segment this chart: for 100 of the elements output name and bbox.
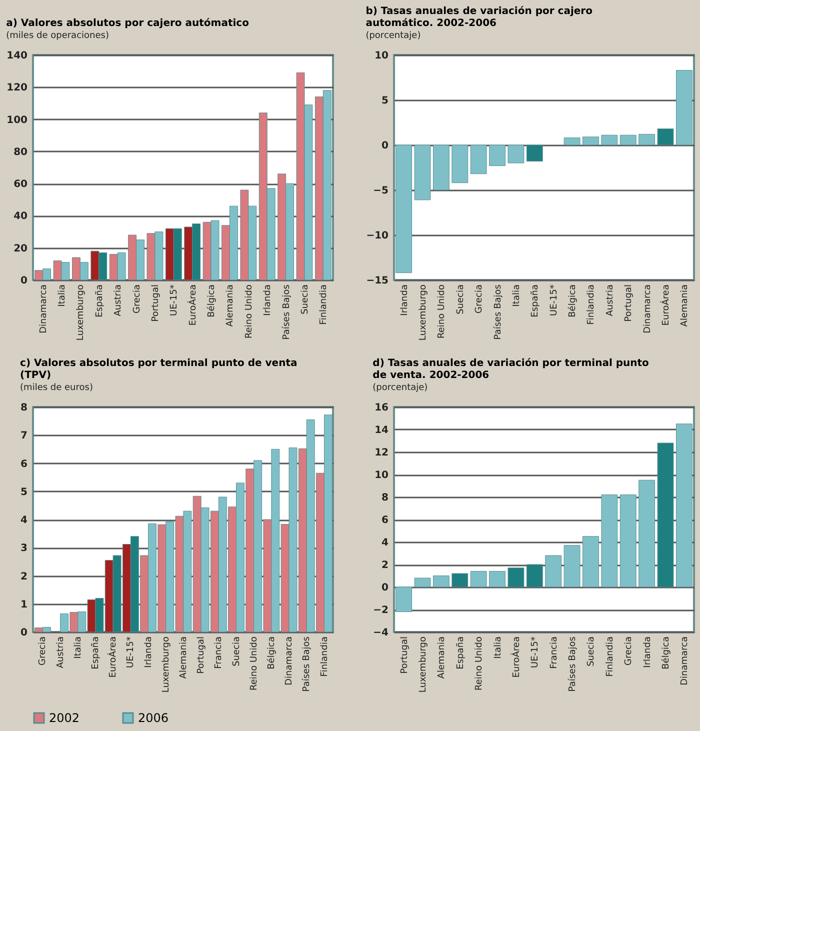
y-tick-label: 6	[20, 458, 28, 470]
x-tick-label: Portugal	[196, 636, 207, 674]
x-tick-label: EuroÁrea	[106, 636, 119, 678]
x-tick-label: Reino Unido	[249, 636, 260, 690]
y-tick-label: −10	[366, 230, 389, 242]
y-tick-label: 5	[382, 96, 389, 106]
bar	[545, 555, 562, 588]
y-tick-label: 20	[14, 243, 28, 254]
x-tick-label: UE-15*	[530, 636, 541, 668]
x-tick-label: Grecia	[624, 636, 634, 666]
x-tick-label: España	[456, 636, 466, 670]
x-tick-label: Austria	[56, 636, 66, 668]
x-tick-label: Reino Unido	[474, 636, 485, 690]
x-tick-label: Reino Unido	[437, 284, 448, 338]
y-tick-label: 0	[20, 276, 28, 286]
chart-title: b) Tasas anuales de variación por cajero automático. 2002-2006	[366, 6, 593, 29]
bar	[452, 144, 468, 184]
chart-subtitle: (miles de operaciones)	[6, 31, 109, 41]
x-tick-label: EuroÁrea	[659, 284, 672, 326]
x-tick-label: Irlanda	[642, 636, 653, 668]
y-tick-label: 7	[20, 430, 28, 442]
x-tick-label: Países Bajos	[280, 284, 292, 340]
x-tick-label: Suecia	[300, 284, 310, 314]
x-tick-label: Países Bajos	[567, 636, 578, 692]
y-tick-label: 0	[20, 628, 28, 638]
x-tick-label: Bélgica	[206, 284, 218, 318]
x-tick-label: Portugal	[150, 284, 161, 322]
y-tick-label: −4	[373, 628, 389, 638]
bar	[414, 144, 431, 200]
bar	[601, 134, 618, 146]
y-tick-label: 0	[382, 140, 389, 152]
bar	[396, 586, 412, 612]
y-tick-label: 3	[20, 543, 28, 554]
y-tick-label: 2	[20, 571, 28, 582]
y-tick-label: 40	[14, 211, 28, 222]
chart-title: d) Tasas anuales de variación por terminal punto de venta. 2002-2006	[372, 358, 650, 381]
x-tick-label: Reino Unido	[244, 284, 254, 338]
bar	[508, 144, 524, 164]
bar	[638, 134, 655, 146]
chart-subtitle: (porcentaje)	[372, 383, 428, 393]
x-tick-label: Dinamarca	[642, 284, 653, 334]
x-tick-label: Suecia	[586, 636, 597, 666]
bar	[564, 138, 580, 146]
y-tick-label: 120	[6, 82, 28, 94]
x-tick-label: Austria	[605, 284, 616, 316]
bar	[564, 545, 580, 588]
bar	[582, 136, 599, 146]
y-tick-label: 16	[374, 402, 389, 414]
x-tick-label: España	[91, 636, 102, 670]
chart-subtitle: (miles de euros)	[20, 383, 93, 393]
bar	[508, 568, 524, 588]
x-tick-label: Bélgica	[660, 636, 672, 670]
x-tick-label: Países Bajos	[301, 636, 312, 692]
bar	[470, 144, 487, 174]
bar	[452, 573, 468, 588]
bar	[489, 144, 506, 166]
bar	[657, 442, 674, 588]
x-tick-label: Grecia	[474, 284, 485, 314]
bar	[601, 494, 618, 588]
y-tick-label: −15	[366, 276, 389, 286]
bar	[489, 571, 506, 588]
bar	[414, 578, 431, 588]
y-tick-label: −5	[373, 186, 389, 196]
y-tick-label: −2	[373, 605, 389, 616]
x-tick-label: Dinamarca	[680, 636, 690, 686]
y-tick-label: 10	[374, 50, 389, 62]
x-tick-label: Bélgica	[266, 636, 277, 670]
x-tick-label: Francia	[549, 636, 560, 669]
y-tick-label: 60	[14, 179, 28, 190]
bar	[396, 144, 412, 274]
x-tick-label: EuroÁrea	[510, 636, 522, 678]
chart-subtitle: (porcentaje)	[366, 31, 421, 41]
x-tick-label: Alemania	[179, 636, 189, 679]
x-tick-label: Países Bajos	[492, 284, 504, 340]
y-tick-label: 140	[6, 50, 28, 62]
x-tick-label: Luxemburgo	[418, 636, 429, 693]
bar	[433, 576, 450, 588]
x-tick-label: UE-15*	[549, 284, 560, 316]
y-tick-label: 5	[20, 486, 28, 498]
y-tick-label: 4	[382, 538, 389, 548]
x-tick-label: Alemania	[226, 284, 236, 327]
y-tick-label: 6	[382, 515, 389, 526]
x-tick-label: Austria	[114, 284, 124, 316]
x-tick-label: Luxemburgo	[161, 636, 172, 693]
x-tick-label: Suecia	[456, 284, 466, 314]
x-tick-label: Italia	[73, 636, 84, 659]
bar	[620, 134, 636, 146]
x-tick-label: Alemania	[437, 636, 448, 679]
y-tick-label: 14	[374, 425, 389, 436]
y-tick-label: 0	[382, 582, 389, 594]
legend-label: 2002	[49, 711, 80, 725]
bar	[470, 571, 487, 588]
x-tick-label: Irlanda	[144, 636, 154, 668]
x-tick-label: Finlandia	[586, 284, 597, 325]
x-tick-label: EuroÁrea	[186, 284, 198, 326]
legend-label: 2006	[138, 711, 169, 725]
x-tick-label: Finlandia	[319, 284, 330, 325]
x-tick-label: Grecia	[38, 636, 48, 666]
bar	[526, 144, 543, 162]
bar	[582, 536, 599, 588]
